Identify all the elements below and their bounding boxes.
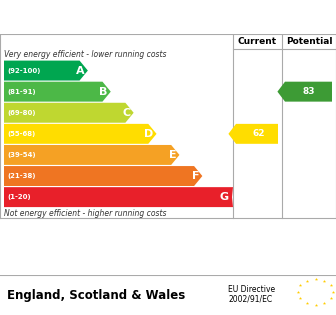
Polygon shape [4,124,157,144]
Polygon shape [4,187,233,207]
Text: EU Directive
2002/91/EC: EU Directive 2002/91/EC [228,284,276,304]
Polygon shape [228,124,278,144]
Text: E: E [169,150,176,160]
Polygon shape [4,166,202,186]
Text: D: D [144,129,154,139]
Text: Very energy efficient - lower running costs: Very energy efficient - lower running co… [4,50,167,59]
Text: (55-68): (55-68) [7,131,35,137]
Text: 62: 62 [253,129,265,138]
Polygon shape [278,82,332,102]
Polygon shape [4,145,179,165]
Text: F: F [192,171,199,181]
Text: (39-54): (39-54) [7,152,36,158]
Text: Current: Current [238,37,277,46]
Text: (69-80): (69-80) [7,110,36,116]
Text: G: G [220,192,229,202]
Text: Energy Efficiency Rating: Energy Efficiency Rating [63,9,273,25]
Text: (92-100): (92-100) [7,67,40,74]
Text: C: C [123,108,131,118]
Text: Potential: Potential [286,37,332,46]
Text: Not energy efficient - higher running costs: Not energy efficient - higher running co… [4,209,167,218]
Polygon shape [4,103,134,123]
Text: (21-38): (21-38) [7,173,36,179]
Text: (81-91): (81-91) [7,89,36,94]
Polygon shape [4,60,88,81]
Text: (1-20): (1-20) [7,194,31,200]
Polygon shape [4,82,111,102]
Text: A: A [76,66,85,76]
Text: B: B [99,87,108,97]
Text: 83: 83 [302,87,315,96]
Text: England, Scotland & Wales: England, Scotland & Wales [7,289,185,301]
